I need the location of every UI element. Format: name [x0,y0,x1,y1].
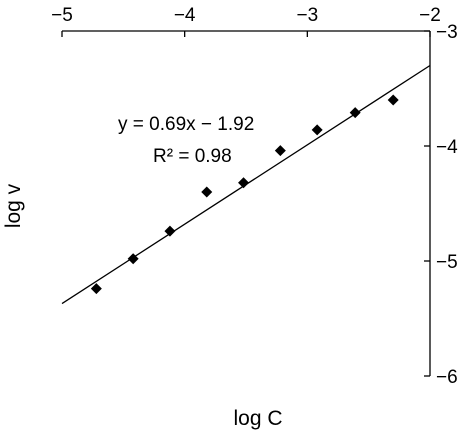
data-point [311,124,323,136]
data-point [127,253,139,265]
data-point [274,145,286,157]
x-tick-label: −3 [296,5,318,26]
x-tick-label: −5 [51,5,73,26]
data-point [90,283,102,295]
y-tick-label: −6 [436,367,458,388]
r-squared-label: R² = 0.98 [153,146,232,167]
x-tick-label: −4 [174,5,196,26]
data-point [238,177,250,189]
y-tick-label: −4 [436,137,458,158]
data-point [387,94,399,106]
equation-label: y = 0.69x − 1.92 [118,114,254,135]
plot-area: −5 −4 −3 −2−3−4−5−6 [51,5,458,388]
data-point [349,107,361,119]
x-tick-label: −2 [419,5,441,26]
x-axis-title: log C [233,407,282,430]
data-point [201,186,213,198]
y-tick-label: −3 [436,22,458,43]
data-point [164,225,176,237]
y-axis-title: log v [2,183,25,228]
y-tick-label: −5 [436,252,458,273]
